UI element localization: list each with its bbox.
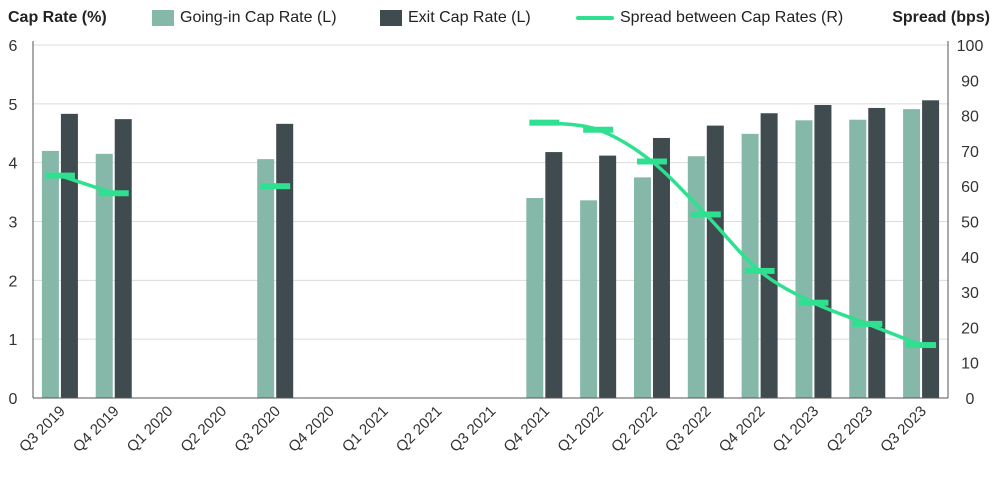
bar [526, 197, 544, 398]
legend-item-exit: Exit Cap Rate (L) [380, 9, 531, 27]
right-tick-label: 10 [961, 356, 979, 373]
right-axis-title: Spread (bps) [892, 9, 990, 26]
x-tick-label: Q4 2019 [70, 403, 123, 456]
spread-marker [906, 342, 937, 349]
bar [545, 152, 563, 398]
x-tick-label: Q2 2023 [823, 403, 876, 456]
bar [95, 153, 113, 398]
left-tick-label: 0 [9, 391, 18, 408]
right-tick-label: 50 [961, 215, 979, 232]
spread-marker [529, 119, 560, 126]
x-tick-label: Q1 2022 [554, 403, 607, 456]
bar [795, 120, 813, 398]
x-tick-label: Q3 2019 [16, 403, 69, 456]
left-tick-label: 4 [9, 156, 18, 173]
spread-marker [636, 158, 667, 165]
left-axis-title: Cap Rate (%) [8, 9, 107, 26]
legend-label-going-in: Going-in Cap Rate (L) [180, 9, 337, 26]
x-tick-label: Q4 2021 [500, 403, 553, 456]
x-tick-label: Q1 2023 [770, 403, 823, 456]
bar [580, 200, 598, 398]
legend-swatch-spread [576, 16, 614, 20]
bar [687, 156, 705, 398]
bar [599, 155, 617, 398]
x-tick-label: Q3 2022 [662, 403, 715, 456]
bar [741, 133, 759, 399]
bar [849, 119, 867, 399]
bar [41, 150, 59, 398]
bar [276, 123, 294, 398]
x-tick-label: Q4 2022 [716, 403, 769, 456]
spread-marker [744, 267, 775, 274]
left-tick-label: 2 [9, 273, 18, 290]
spread-marker [260, 183, 291, 190]
spread-marker [798, 299, 829, 306]
x-tick-label: Q3 2021 [447, 403, 500, 456]
legend-swatch-going-in [152, 10, 174, 26]
x-tick-label: Q2 2021 [393, 403, 446, 456]
x-tick-label: Q4 2020 [285, 403, 338, 456]
bar [706, 125, 724, 398]
x-tick-label: Q3 2020 [231, 403, 284, 456]
bar [60, 113, 78, 399]
x-tick-label: Q2 2022 [608, 403, 661, 456]
bar [868, 107, 886, 399]
legend-item-going-in: Going-in Cap Rate (L) [152, 9, 337, 27]
x-tick-label: Q2 2020 [177, 403, 230, 456]
bar [114, 119, 132, 398]
spread-marker [583, 126, 614, 133]
spread-marker [44, 172, 75, 179]
spread-marker [98, 190, 129, 197]
bar [633, 177, 651, 398]
left-tick-label: 3 [9, 215, 18, 232]
right-tick-label: 40 [961, 250, 979, 267]
bar [814, 105, 832, 398]
bar [922, 100, 940, 398]
legend-label-spread: Spread between Cap Rates (R) [620, 9, 844, 26]
bar [903, 109, 921, 399]
right-tick-label: 70 [961, 144, 979, 161]
spread-marker [690, 211, 721, 218]
right-tick-label: 20 [961, 320, 979, 337]
bar [652, 137, 670, 398]
right-tick-label: 90 [961, 73, 979, 90]
right-tick-label: 60 [961, 179, 979, 196]
legend-swatch-exit [380, 10, 402, 26]
right-tick-label: 30 [961, 285, 979, 302]
legend-label-exit: Exit Cap Rate (L) [408, 9, 531, 26]
x-tick-label: Q1 2020 [124, 403, 177, 456]
x-tick-label: Q3 2023 [877, 403, 930, 456]
bar [257, 159, 275, 398]
legend-item-spread: Spread between Cap Rates (R) [576, 9, 843, 27]
right-tick-label: 80 [961, 109, 979, 126]
right-tick-label: 100 [957, 38, 984, 55]
left-tick-label: 6 [9, 38, 18, 55]
bar [760, 113, 778, 398]
left-tick-label: 5 [9, 97, 18, 114]
x-tick-label: Q1 2021 [339, 403, 392, 456]
right-tick-label: 0 [966, 391, 975, 408]
left-tick-label: 1 [9, 332, 18, 349]
spread-marker [852, 320, 883, 327]
